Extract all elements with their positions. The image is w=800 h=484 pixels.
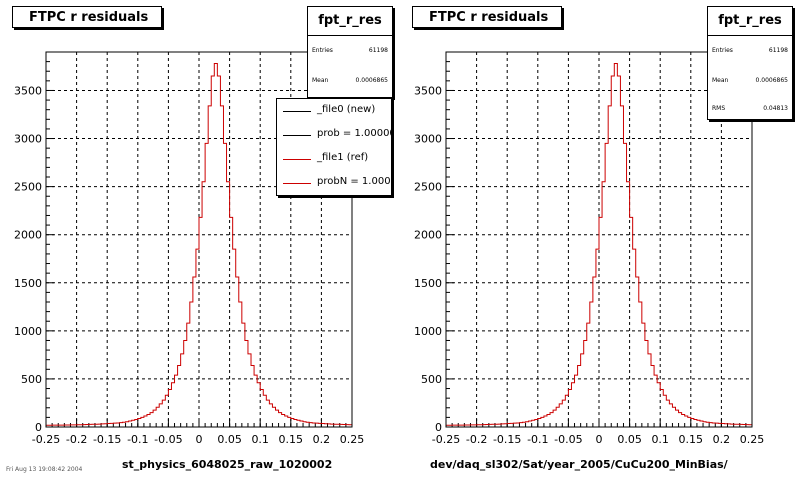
legend-line-file0: [283, 111, 311, 112]
left-x-tick-label: -0.2: [66, 433, 87, 446]
right-y-tick-label: 3500: [414, 84, 442, 97]
right-histogram-plot: -0.25 -0.2 -0.15 -0.1 -0.05 0 0.05 0.1 0.15 0.2 0.…: [414, 51, 765, 446]
legend-entry-file0: _file0 (new): [277, 101, 391, 121]
left-x-tick-label: 0: [196, 433, 203, 446]
left-y-tick-label: 500: [21, 373, 42, 386]
right-x-tick-label: 0.2: [713, 433, 731, 446]
right-x-tick-label: 0: [596, 433, 603, 446]
right-y-tick-label: 3000: [414, 133, 442, 146]
left-pad: -0.25 -0.2 -0.15 -0.1 -0.05 0 0.05 0.1 0.15 0.2 0.…: [0, 0, 400, 480]
right-x-tick-label: 0.1: [651, 433, 669, 446]
right-x-tick-label: 0.05: [617, 433, 642, 446]
right-stats-box: fpt_r_res Entries 61198 Mean 0.0006865 R…: [707, 6, 793, 120]
left-histogram-plot: -0.25 -0.2 -0.15 -0.1 -0.05 0 0.05 0.1 0.15 0.2 0.…: [14, 51, 365, 446]
left-histogram-title: FTPC r residuals: [12, 6, 162, 28]
right-x-tick-label: 0.25: [740, 433, 765, 446]
right-pad: -0.25 -0.2 -0.15 -0.1 -0.05 0 0.05 0.1 0.15 0.2 0.…: [400, 0, 800, 480]
left-x-tick-label: -0.05: [154, 433, 182, 446]
right-y-tick-label: 0: [435, 421, 442, 434]
legend-label-file1: _file1 (ref): [317, 152, 369, 163]
right-x-tick-label: -0.05: [554, 433, 582, 446]
legend-line-probn: [283, 183, 311, 184]
right-x-tick-label: -0.1: [527, 433, 548, 446]
right-y-tick-label: 500: [421, 373, 442, 386]
left-y-tick-label: 1000: [14, 325, 42, 338]
left-y-tick-label: 0: [35, 421, 42, 434]
legend-entry-prob: prob = 1.000000: [277, 125, 391, 145]
footer-timestamp: Fri Aug 13 19:08:42 2004: [6, 466, 83, 473]
right-x-tick-label: -0.25: [432, 433, 460, 446]
right-y-tick-label: 1500: [414, 277, 442, 290]
left-stats-name: fpt_r_res: [308, 7, 392, 36]
left-legend: _file0 (new) prob = 1.000000 _file1 (ref…: [276, 98, 392, 196]
legend-line-prob: [283, 135, 311, 136]
left-y-tick-label: 3000: [14, 133, 42, 146]
left-y-tick-label: 2500: [14, 181, 42, 194]
right-stats-entries-value: 61198: [768, 47, 788, 54]
left-stats-entries-value: 61198: [368, 47, 388, 54]
left-stats-entries-label: Entries: [312, 47, 333, 54]
legend-entry-file1: _file1 (ref): [277, 149, 391, 169]
right-stats-mean-value: 0.0006865: [755, 77, 788, 84]
legend-line-file1: [283, 159, 311, 160]
right-x-tick-label: -0.15: [493, 433, 521, 446]
left-plot-frame: [45, 51, 353, 428]
left-stats-box: fpt_r_res Entries 61198 Mean 0.0006865: [307, 6, 393, 98]
right-stats-rms-value: 0.04813: [763, 105, 788, 112]
right-y-tick-label: 1000: [414, 325, 442, 338]
legend-entry-probn: probN = 1.000000: [277, 173, 391, 193]
right-stats-mean-label: Mean: [712, 77, 729, 84]
right-y-tick-label: 2500: [414, 181, 442, 194]
left-y-tick-label: 2000: [14, 229, 42, 242]
right-x-axis-label: dev/daq_sl302/Sat/year_2005/CuCu200_MinB…: [430, 458, 728, 471]
right-histogram-title: FTPC r residuals: [412, 6, 562, 28]
left-y-tick-label: 1500: [14, 277, 42, 290]
right-stats-name: fpt_r_res: [708, 7, 792, 36]
right-stats-entries-label: Entries: [712, 47, 733, 54]
legend-label-probn: probN = 1.000000: [317, 176, 391, 187]
left-stats-mean-value: 0.0006865: [355, 77, 388, 84]
right-histogram-series-0: [445, 63, 753, 427]
right-x-tick-label: 0.15: [679, 433, 704, 446]
left-x-axis-label: st_physics_6048025_raw_1020002: [122, 458, 333, 471]
right-x-tick-label: -0.2: [466, 433, 487, 446]
right-plot-frame: [445, 51, 753, 428]
legend-label-prob: prob = 1.000000: [317, 128, 391, 139]
left-x-tick-label: 0.05: [217, 433, 242, 446]
legend-label-file0: _file0 (new): [317, 104, 376, 115]
left-x-tick-label: 0.15: [279, 433, 304, 446]
left-x-tick-label: 0.1: [251, 433, 269, 446]
left-stats-mean-label: Mean: [312, 77, 329, 84]
right-y-tick-label: 2000: [414, 229, 442, 242]
left-histogram-series-0: [45, 63, 353, 427]
left-y-tick-label: 3500: [14, 84, 42, 97]
right-stats-rms-label: RMS: [712, 105, 726, 112]
left-x-tick-label: 0.2: [313, 433, 331, 446]
left-x-tick-label: 0.25: [340, 433, 365, 446]
left-x-tick-label: -0.1: [127, 433, 148, 446]
left-x-tick-label: -0.25: [32, 433, 60, 446]
left-x-tick-label: -0.15: [93, 433, 121, 446]
